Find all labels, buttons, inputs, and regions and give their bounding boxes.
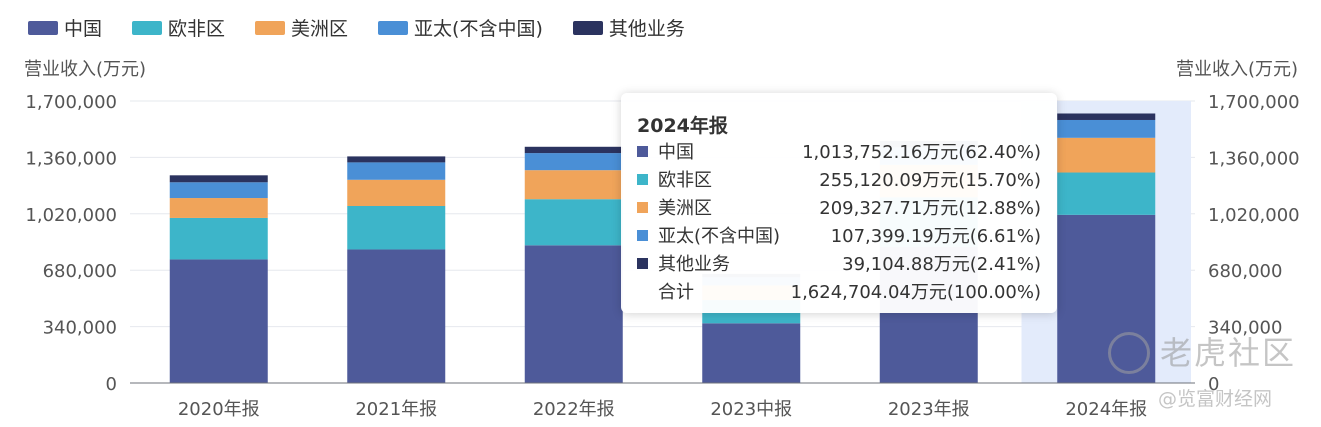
- legend-swatch-icon: [378, 20, 409, 35]
- y-tick-label-left: 340,000: [43, 318, 117, 339]
- y-tick-label-right: 0: [1208, 374, 1219, 395]
- y-tick-label-right: 680,000: [1208, 261, 1282, 282]
- legend-label: 亚太(不含中国): [414, 18, 543, 40]
- tooltip-marker-icon: [637, 201, 648, 213]
- legend-label: 美洲区: [291, 18, 349, 40]
- bar-segment[interactable]: [169, 217, 268, 260]
- y-tick-label-left: 1,700,000: [25, 92, 117, 113]
- y-tick-label-left: 0: [106, 374, 117, 395]
- tooltip: 2024年报 中国 1,013,752.16万元(62.40%) 欧非区 255,12…: [621, 93, 1057, 313]
- watermark-source: @览富财经网: [1158, 388, 1273, 410]
- bar-segment[interactable]: [524, 146, 623, 154]
- legend-item[interactable]: 其他业务: [572, 14, 685, 41]
- tooltip-series-name: 欧非区: [658, 170, 712, 191]
- bar-segment[interactable]: [169, 182, 268, 199]
- tooltip-row: 美洲区 209,327.71万元(12.88%): [637, 193, 1041, 221]
- axes: 0 0 340,000 340,000 680,000 680,000 1,020,000 1…: [25, 92, 1299, 420]
- tooltip-series-value: 107,399.19万元(6.61%): [830, 226, 1041, 247]
- bar-segment[interactable]: [169, 175, 268, 183]
- bar-segment[interactable]: [524, 153, 623, 171]
- legend-label: 中国: [64, 18, 103, 40]
- bar-segment[interactable]: [524, 199, 623, 246]
- tooltip-series-value: 1,013,752.16万元(62.40%): [802, 142, 1041, 163]
- y-axis-title-left: 营业收入(万元): [24, 59, 146, 80]
- tooltip-series-name: 亚太(不含中国): [658, 226, 781, 247]
- legend-swatch-icon: [572, 20, 603, 35]
- tooltip-row: 中国 1,013,752.16万元(62.40%): [637, 137, 1041, 165]
- tooltip-series-name: 中国: [658, 142, 694, 163]
- tooltip-series-name: 合计: [658, 282, 694, 303]
- legend-item[interactable]: 亚太(不含中国): [378, 14, 543, 41]
- y-tick-label-right: 1,020,000: [1208, 205, 1300, 226]
- tooltip-series-value: 1,624,704.04万元(100.00%): [790, 282, 1041, 303]
- x-tick-label: 2023中报: [710, 399, 792, 420]
- bar-segment[interactable]: [347, 179, 446, 207]
- x-tick-label: 2020年报: [178, 399, 260, 420]
- y-tick-label-left: 1,360,000: [25, 148, 117, 169]
- watermark-logo-icon: [1108, 332, 1150, 374]
- tooltip-series-name: 美洲区: [658, 198, 712, 219]
- tooltip-row: 其他业务 39,104.88万元(2.41%): [637, 249, 1041, 277]
- tooltip-series-value: 255,120.09万元(15.70%): [819, 170, 1041, 191]
- bar-segment[interactable]: [524, 170, 623, 200]
- tooltip-marker-icon: [637, 173, 648, 185]
- bar-segment[interactable]: [347, 156, 446, 163]
- y-tick-label-left: 680,000: [43, 261, 117, 282]
- bar-segment[interactable]: [1057, 119, 1156, 138]
- legend-label: 其他业务: [608, 18, 685, 40]
- tooltip-series-name: 其他业务: [658, 254, 730, 275]
- x-tick-label: 2024年报: [1065, 399, 1147, 420]
- bar-segment[interactable]: [347, 249, 446, 383]
- bar-segment[interactable]: [347, 162, 446, 180]
- legend-swatch-icon: [132, 20, 163, 35]
- x-tick-label: 2022年报: [533, 399, 615, 420]
- y-tick-label-right: 340,000: [1208, 318, 1282, 339]
- watermark-text: 老虎社区: [1160, 334, 1297, 372]
- legend-swatch-icon: [255, 20, 286, 35]
- y-tick-label-right: 1,700,000: [1208, 92, 1300, 113]
- y-axis-title-right: 营业收入(万元): [1176, 59, 1298, 80]
- bar-segment[interactable]: [169, 198, 268, 218]
- x-tick-label: 2021年报: [355, 399, 437, 420]
- legend: 中国 欧非区 美洲区 亚太(不含中国) 其他业务: [28, 14, 685, 41]
- legend-label: 欧非区: [168, 18, 226, 40]
- legend-item[interactable]: 美洲区: [255, 14, 348, 41]
- bar-segment[interactable]: [1057, 113, 1156, 120]
- legend-swatch-icon: [28, 20, 58, 35]
- y-tick-label-left: 1,020,000: [25, 205, 117, 226]
- bar-segment[interactable]: [702, 323, 801, 383]
- tooltip-title: 2024年报: [637, 115, 728, 137]
- tooltip-row: 欧非区 255,120.09万元(15.70%): [637, 165, 1041, 193]
- tooltip-series-value: 39,104.88万元(2.41%): [842, 254, 1041, 275]
- tooltip-row: 亚太(不含中国) 107,399.19万元(6.61%): [637, 221, 1041, 249]
- x-tick-label: 2023年报: [888, 399, 970, 420]
- y-tick-label-right: 1,360,000: [1208, 148, 1300, 169]
- tooltip-marker-icon: [637, 286, 648, 297]
- bar-segment[interactable]: [524, 245, 623, 383]
- legend-item[interactable]: 欧非区: [132, 14, 225, 41]
- tooltip-marker-icon: [637, 257, 648, 269]
- bar-segment[interactable]: [1057, 137, 1156, 173]
- bar-segment[interactable]: [169, 259, 268, 383]
- tooltip-marker-icon: [637, 145, 648, 157]
- bar-segment[interactable]: [347, 206, 446, 250]
- tooltip-series-value: 209,327.71万元(12.88%): [819, 198, 1041, 219]
- bar-segment[interactable]: [1057, 172, 1156, 215]
- tooltip-marker-icon: [637, 229, 648, 241]
- tooltip-row: 合计 1,624,704.04万元(100.00%): [637, 277, 1041, 305]
- legend-item[interactable]: 中国: [28, 14, 102, 41]
